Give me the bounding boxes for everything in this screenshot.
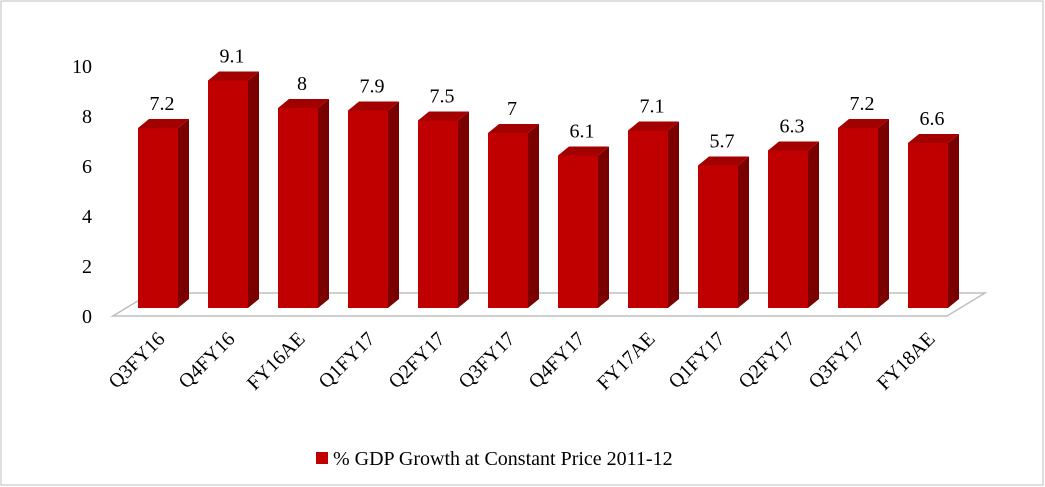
value-label: 6.6 [920,108,945,130]
value-label: 7.5 [430,86,455,108]
bar [348,110,388,308]
value-label: 7.9 [360,76,385,98]
bar [208,80,248,308]
bar-side [458,111,469,308]
bar-top [558,146,609,156]
legend-swatch [316,452,328,464]
bar [138,128,178,308]
bar [838,128,878,308]
bar-top [208,71,259,81]
bar [768,150,808,308]
bar-side [598,146,609,308]
bar-side [178,119,189,308]
bar-side [948,134,959,308]
bar [628,130,668,308]
bar [698,165,738,308]
bar [278,108,318,308]
bar-top [278,99,329,108]
value-label: 7 [507,98,517,120]
bar [488,133,528,308]
bar-side [668,121,679,308]
bar-top [768,141,819,151]
bar-side [878,119,889,308]
bar [418,120,458,308]
bar-side [738,156,749,308]
bar-side [808,141,819,308]
bar-side [528,124,539,308]
value-label: 5.7 [710,131,735,153]
y-tick-label: 8 [82,106,92,128]
y-tick-label: 4 [82,206,92,228]
bar-side [318,99,329,308]
bar-top [908,134,959,143]
bar-top [488,124,539,133]
bar-side [388,101,399,308]
value-label: 6.3 [780,116,805,138]
bar-top [348,101,399,111]
y-tick-label: 6 [82,156,92,178]
value-label: 8 [297,73,307,95]
bar [908,143,948,308]
y-tick-label: 0 [82,306,92,328]
bar-top [628,121,679,131]
bar-top [698,156,749,166]
bar-top [418,111,469,121]
value-label: 7.2 [150,93,175,115]
bar-side [248,71,259,308]
bar-top [138,119,189,128]
value-label: 7.1 [640,96,665,118]
bar-top [838,119,889,128]
y-tick-label: 10 [72,56,92,78]
y-tick-label: 2 [82,256,92,278]
value-label: 7.2 [850,93,875,115]
legend-label: % GDP Growth at Constant Price 2011-12 [333,448,673,470]
value-label: 6.1 [570,121,595,143]
bar [558,155,598,308]
value-label: 9.1 [220,46,245,68]
